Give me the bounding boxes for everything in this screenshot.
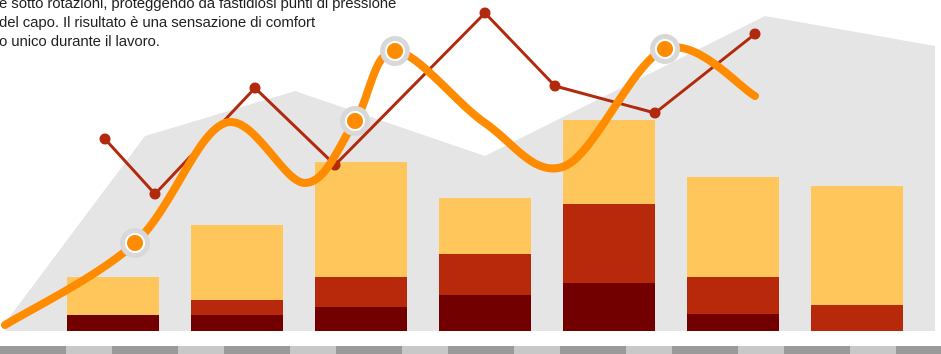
axis-strip-segment [850, 346, 896, 354]
red-series-point [479, 7, 491, 19]
axis-strip-segment [626, 346, 672, 354]
axis-strip-segment [178, 346, 224, 354]
bar-segment-light [191, 225, 283, 300]
axis-strip-segment [0, 346, 66, 354]
orange-series-point [127, 235, 143, 251]
bar-segment-light [439, 198, 531, 254]
bar-segment-dark [563, 283, 655, 331]
red-series-point [549, 80, 561, 92]
bar-segment-mid [563, 204, 655, 283]
bar-segment-mid [687, 277, 779, 314]
axis-strip-segment [560, 346, 626, 354]
axis-strip-segment [402, 346, 448, 354]
caption-line: o unico durante il lavoro. [0, 33, 160, 50]
bar-segment-dark [315, 307, 407, 331]
bar-segment-dark [191, 315, 283, 331]
bar-segment-light [811, 186, 903, 305]
caption-line: e sotto rotazioni, proteggendo da fastid… [0, 0, 397, 12]
bar-segment-dark [687, 314, 779, 331]
bar-segment-mid [315, 277, 407, 307]
red-series-point [249, 82, 261, 94]
axis-strip-segment [738, 346, 784, 354]
axis-strip-segment [66, 346, 112, 354]
axis-strip-segment [896, 346, 941, 354]
red-line-layer [99, 7, 761, 200]
orange-series-curve [1, 43, 759, 329]
bar-segment-dark [67, 315, 159, 331]
axis-strip-segment [514, 346, 560, 354]
bar-segment-mid [439, 254, 531, 295]
axis-strip-segment [112, 346, 178, 354]
orange-curve-layer [1, 34, 759, 329]
bar-segment-dark [439, 295, 531, 331]
orange-series-point [387, 43, 403, 59]
axis-strip-segment [448, 346, 514, 354]
axis-strip-segment [784, 346, 850, 354]
caption-text: e sotto rotazioni, proteggendo da fastid… [0, 0, 419, 51]
red-series-point [149, 188, 161, 200]
bar-segment-light [315, 162, 407, 277]
stacked-bars-layer [67, 120, 903, 331]
orange-series-point [657, 41, 673, 57]
orange-series-point [347, 113, 363, 129]
axis-strip-segment [290, 346, 336, 354]
bar-segment-mid [191, 300, 283, 315]
axis-strip-segment [336, 346, 402, 354]
bar-segment-light [563, 120, 655, 204]
axis-strip-segment [224, 346, 290, 354]
bar-segment-light [687, 177, 779, 277]
baseline-axis-layer [0, 346, 941, 354]
bar-segment-mid [811, 305, 903, 331]
red-series-point [99, 133, 111, 145]
caption-line: del capo. Il risultato è una sensazione … [0, 14, 316, 31]
red-series-point [749, 28, 761, 40]
axis-strip-segment [672, 346, 738, 354]
red-series-line [103, 11, 756, 196]
red-series-point [649, 107, 661, 119]
